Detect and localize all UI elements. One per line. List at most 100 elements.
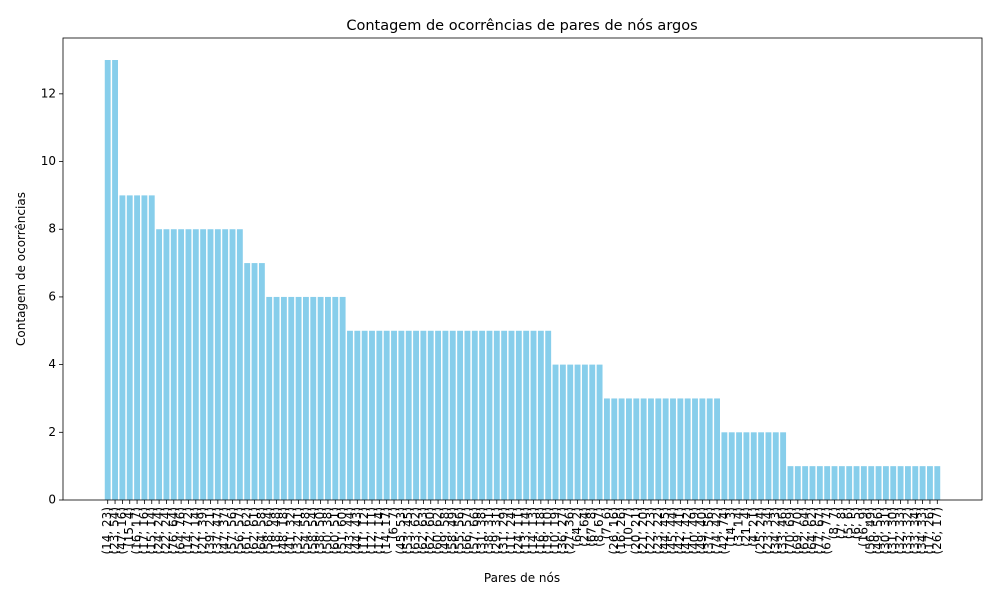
x-tick-label: (15, 14) — [144, 507, 158, 555]
bar — [934, 466, 941, 500]
x-tick-label: (49, 58) — [438, 507, 452, 555]
bar — [501, 330, 508, 500]
bar — [156, 229, 163, 500]
bar — [882, 466, 889, 500]
bar — [435, 330, 442, 500]
bar — [369, 330, 375, 500]
bar — [361, 330, 368, 500]
bar — [897, 466, 904, 500]
x-tick-label: (31, 29) — [497, 507, 511, 555]
bar — [692, 398, 698, 500]
x-tick-label: (31, 38) — [475, 507, 489, 555]
x-tick-label: (34, 33) — [915, 507, 929, 555]
bar — [706, 398, 713, 500]
bar — [178, 229, 185, 500]
x-tick-label: (64, 62) — [805, 507, 819, 555]
bar — [302, 296, 309, 500]
x-tick-label: (31, 30) — [886, 507, 900, 555]
x-tick-label: (21, 39) — [196, 507, 210, 555]
bar — [684, 398, 691, 500]
x-tick-label: (27, 36) — [563, 507, 577, 555]
x-tick-label: (58, 54) — [306, 507, 320, 555]
y-tick-label: 12 — [41, 86, 56, 100]
bar — [662, 398, 669, 500]
bar — [758, 432, 765, 500]
x-tick-label: (50, 38) — [320, 507, 334, 555]
x-tick-label: (41, 42) — [680, 507, 694, 555]
bar — [479, 330, 486, 500]
bar — [853, 466, 860, 500]
x-tick-label: (21, 20) — [636, 507, 650, 555]
x-tick-label: (64, 2) — [570, 507, 584, 547]
x-tick-label: (10, 19) — [548, 507, 562, 555]
x-tick-label: (24, 11) — [511, 507, 525, 555]
bar — [919, 466, 926, 500]
x-tick-label: (32, 41) — [291, 507, 305, 555]
x-tick-label: (22, 23) — [643, 507, 657, 555]
x-tick-label: (49, 40) — [695, 507, 709, 555]
x-tick-label: (16, 17) — [130, 507, 144, 555]
bar — [258, 263, 265, 500]
x-tick-label: (6, 7) — [387, 507, 401, 539]
bar — [670, 398, 676, 500]
x-tick-label: (55, 56) — [453, 507, 467, 555]
x-tick-label: (57, 56) — [225, 507, 239, 555]
bar — [413, 330, 419, 500]
bar — [119, 195, 126, 500]
x-tick-label: (20, 21) — [629, 507, 643, 555]
bar — [802, 466, 809, 500]
bar — [780, 432, 787, 500]
x-tick-label: (10, 7) — [621, 507, 635, 547]
y-tick-label: 6 — [48, 289, 56, 303]
bar — [831, 466, 838, 500]
bar — [787, 466, 794, 500]
x-tick-label: (69, 70) — [790, 507, 804, 555]
x-tick-label: (26, 16) — [607, 507, 621, 555]
x-tick-label: (51, 60) — [335, 507, 349, 555]
x-tick-label: (23, 54) — [108, 507, 122, 555]
y-tick-label: 0 — [48, 493, 56, 507]
bar — [288, 296, 295, 500]
x-tick-label: (12, 11) — [365, 507, 379, 555]
x-tick-label: (26, 17) — [930, 507, 944, 555]
x-tick-label: (62, 61) — [247, 507, 261, 555]
bar — [794, 466, 801, 500]
bar — [890, 466, 897, 500]
x-tick-label: (41, 32) — [284, 507, 298, 555]
bar — [655, 398, 662, 500]
x-tick-label: (23, 34) — [761, 507, 775, 555]
bar — [339, 296, 346, 500]
bar — [493, 330, 500, 500]
bar — [391, 330, 397, 500]
x-tick-label: (13, 14) — [519, 507, 533, 555]
bar — [545, 330, 552, 500]
bar — [236, 229, 243, 500]
bar — [420, 330, 427, 500]
x-tick-label: (34, 23) — [768, 507, 782, 555]
x-tick-label: (62, 60) — [423, 507, 437, 555]
x-tick-label: (44, 45) — [658, 507, 672, 555]
x-tick-label: (49, 56) — [871, 507, 885, 555]
x-tick-label: (67, 77) — [820, 507, 834, 555]
bar — [471, 330, 478, 500]
bar — [743, 432, 750, 500]
bar — [185, 229, 192, 500]
x-tick-label: (8, 67) — [592, 507, 606, 547]
bar — [398, 330, 405, 500]
bar — [163, 229, 170, 500]
x-tick-label: (7, 8) — [834, 507, 848, 539]
bar — [280, 296, 287, 500]
x-tick-label: (17, 26) — [922, 507, 936, 555]
bar — [170, 229, 177, 500]
x-tick-label: (14, 3) — [724, 507, 738, 547]
x-tick-label: (14, 72) — [181, 507, 195, 555]
x-tick-label: (18, 48) — [269, 507, 283, 555]
bar — [376, 330, 383, 500]
x-tick-label: (6, 5) — [849, 507, 863, 539]
x-tick-label: (42, 74) — [717, 507, 731, 555]
x-tick-label: (38, 50) — [313, 507, 327, 555]
bar — [838, 466, 845, 500]
bar — [574, 364, 581, 500]
bar — [405, 330, 412, 500]
x-tick-label: (47, 16) — [115, 507, 129, 555]
